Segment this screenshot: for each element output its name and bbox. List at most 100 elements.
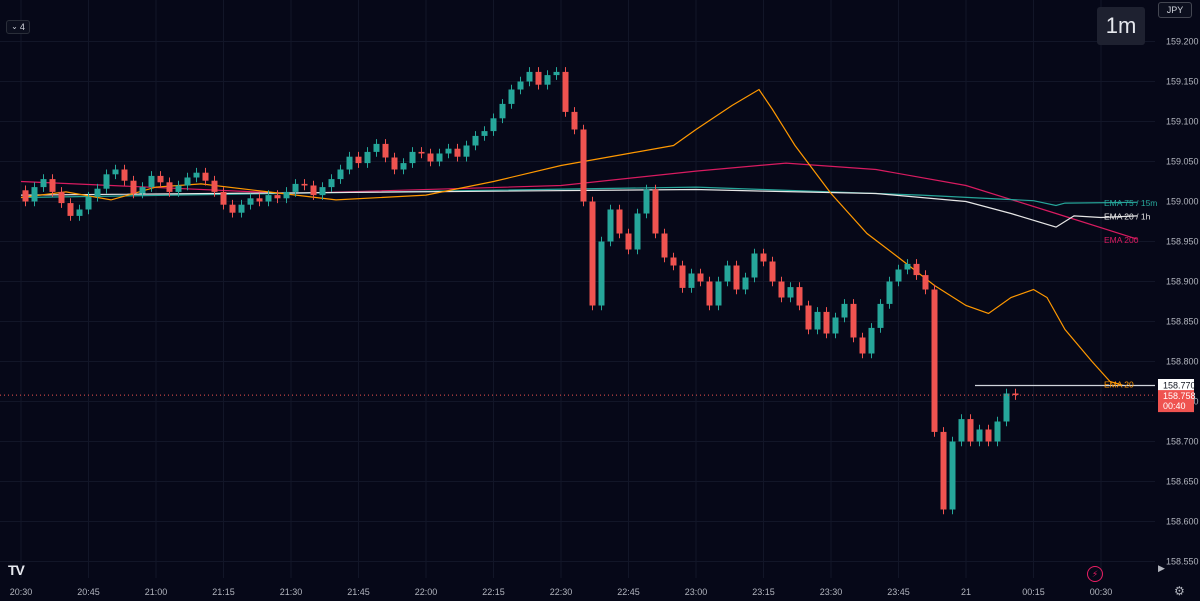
grid-lines (0, 0, 1155, 578)
interval-badge[interactable]: 1m (1097, 7, 1145, 45)
x-tick-label: 21:00 (145, 587, 168, 597)
x-tick-label: 23:30 (820, 587, 843, 597)
candle (949, 441, 956, 510)
candle (121, 169, 128, 181)
tradingview-logo[interactable]: TV (8, 562, 25, 578)
x-tick-label: 20:45 (77, 587, 100, 597)
candle (589, 201, 596, 306)
indicator-label: EMA 20 / 1h (1104, 212, 1151, 222)
overlays: EMA 75 / 15m EMA 20 / 1h EMA 200 EMA 20 (0, 198, 1157, 396)
candle (220, 191, 227, 205)
candle (247, 198, 254, 205)
candle (652, 189, 659, 234)
y-tick-label: 159.200 (1166, 37, 1199, 47)
gear-icon[interactable]: ⚙ (1174, 584, 1185, 598)
candle (67, 203, 74, 216)
candle (868, 327, 875, 354)
candle (679, 265, 686, 288)
candle (958, 419, 965, 442)
candle (346, 156, 353, 170)
candle (229, 204, 236, 213)
candle (328, 179, 335, 188)
candle (157, 175, 164, 183)
candle (841, 303, 848, 318)
candle (382, 143, 389, 158)
candle (130, 180, 137, 194)
currency-button[interactable]: JPY (1158, 2, 1192, 18)
chevron-right-icon[interactable]: ▶ (1158, 563, 1165, 573)
candle (607, 209, 614, 242)
x-tick-label: 20:30 (10, 587, 33, 597)
x-tick-label: 23:15 (752, 587, 775, 597)
x-tick-label: 22:45 (617, 587, 640, 597)
lightning-icon[interactable]: ⚡ (1087, 566, 1103, 582)
y-tick-label: 158.650 (1166, 477, 1199, 487)
indicator-label: EMA 200 (1104, 235, 1139, 245)
candle (715, 281, 722, 306)
collapse-indicators-button[interactable]: ⌄ 4 (6, 20, 30, 34)
candle (463, 145, 470, 157)
x-tick-label: 00:30 (1090, 587, 1113, 597)
candle (661, 233, 668, 258)
candle (850, 303, 857, 338)
candle (94, 188, 101, 197)
candle (58, 191, 65, 204)
candle (967, 419, 974, 442)
candle (175, 185, 182, 192)
y-tick-label: 159.150 (1166, 77, 1199, 87)
candle (265, 195, 272, 202)
candle (49, 179, 56, 192)
candle (598, 241, 605, 306)
indicator-label: EMA 20 (1104, 380, 1134, 390)
chevron-down-icon: ⌄ (11, 21, 18, 31)
candle (796, 287, 803, 306)
x-tick-label: 22:00 (415, 587, 438, 597)
candle (85, 196, 92, 210)
candle (112, 169, 119, 175)
candle (193, 172, 200, 178)
x-tick-label: 23:00 (685, 587, 708, 597)
candle (310, 185, 317, 196)
candle (724, 265, 731, 282)
candle (166, 182, 173, 192)
x-tick-label: 23:45 (887, 587, 910, 597)
y-tick-label: 159.050 (1166, 157, 1199, 167)
candle (364, 151, 371, 164)
candle (571, 111, 578, 130)
candle (976, 429, 983, 442)
ema-75-15m-line (20, 186, 1138, 207)
candle (535, 71, 542, 85)
x-tick-label: 21:45 (347, 587, 370, 597)
y-tick-label: 159.100 (1166, 117, 1199, 127)
candle (778, 281, 785, 298)
candle (418, 151, 425, 154)
candle (184, 177, 191, 186)
y-tick-label: 159.000 (1166, 197, 1199, 207)
y-tick-label: 158.600 (1166, 517, 1199, 527)
candle (31, 187, 38, 202)
x-tick-label: 21:15 (212, 587, 235, 597)
candle (769, 261, 776, 282)
candle (814, 311, 821, 330)
candle (508, 89, 515, 104)
y-tick-label: 158.800 (1166, 357, 1199, 367)
candle (697, 273, 704, 282)
candle (202, 172, 209, 181)
candle (751, 253, 758, 278)
candle (355, 156, 362, 164)
candle (490, 118, 497, 132)
ema-200-line (20, 162, 1138, 240)
candle (211, 180, 218, 192)
candle (22, 190, 29, 202)
x-tick-label: 21:30 (280, 587, 303, 597)
y-tick-label: 158.900 (1166, 277, 1199, 287)
candle (103, 174, 110, 189)
y-tick-label: 158.850 (1166, 317, 1199, 327)
x-tick-label: 00:15 (1022, 587, 1045, 597)
ema-20-line (20, 88, 1124, 387)
candle (670, 257, 677, 266)
y-tick-label: 158.550 (1166, 557, 1199, 567)
candle (616, 209, 623, 234)
candle (553, 71, 560, 76)
